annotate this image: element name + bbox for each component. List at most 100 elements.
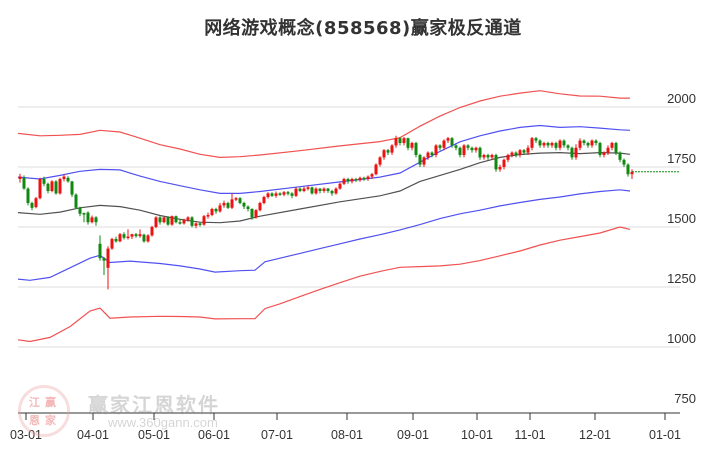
- candle-body: [602, 152, 606, 155]
- candle-body: [154, 217, 158, 227]
- candle-body: [578, 140, 582, 148]
- candle-body: [394, 138, 398, 146]
- candle-body: [446, 138, 450, 141]
- candle-body: [290, 193, 294, 196]
- candle-body: [34, 198, 38, 208]
- x-tick-label: 08-01: [331, 428, 363, 442]
- candle-body: [22, 177, 26, 189]
- candle-body: [162, 217, 166, 223]
- candle-body: [522, 150, 526, 153]
- candle-body: [82, 213, 86, 215]
- candle-body: [594, 140, 598, 143]
- candle-body: [614, 143, 618, 153]
- candle-body: [270, 193, 274, 196]
- candle-body: [558, 140, 562, 148]
- band-upper_outer: [17, 90, 630, 159]
- candle-body: [110, 239, 114, 249]
- candle-body: [74, 194, 78, 208]
- candle-body: [58, 179, 62, 194]
- candle-body: [210, 209, 214, 215]
- candle-body: [374, 164, 378, 175]
- candle-body: [274, 193, 278, 196]
- candle-body: [134, 234, 138, 237]
- candle-body: [222, 203, 226, 206]
- x-tick-label: 01-01: [649, 428, 681, 442]
- candle-body: [514, 152, 518, 155]
- candle-body: [330, 191, 334, 194]
- candle-body: [458, 147, 462, 155]
- band-lower_inner: [17, 189, 631, 281]
- y-tick-label: 1500: [667, 211, 696, 226]
- candle-body: [370, 174, 374, 177]
- x-tick-label: 06-01: [198, 428, 230, 442]
- candle-body: [454, 145, 458, 148]
- candle-body: [354, 179, 358, 181]
- candle-body: [302, 188, 306, 191]
- candle-body: [542, 143, 546, 146]
- candle-body: [502, 159, 506, 167]
- candle-body: [62, 176, 66, 179]
- candle-body: [474, 147, 478, 151]
- candle-body: [342, 179, 346, 184]
- candle-body: [46, 183, 50, 191]
- candle-body: [434, 145, 438, 155]
- candle-body: [538, 140, 542, 146]
- candle-body: [38, 179, 42, 199]
- candle-body: [262, 197, 266, 203]
- candle-body: [366, 176, 370, 179]
- candle-body: [278, 193, 282, 195]
- candle-body: [438, 145, 442, 148]
- candle-body: [86, 212, 90, 223]
- candle-body: [482, 155, 486, 158]
- candle-body: [462, 145, 466, 155]
- candle-body: [450, 138, 454, 146]
- candle-body: [362, 177, 366, 180]
- candle-body: [126, 236, 130, 239]
- x-tick-label: 12-01: [579, 428, 611, 442]
- candle-body: [182, 219, 186, 224]
- candle-body: [406, 138, 410, 148]
- candle-body: [246, 206, 250, 209]
- candle-body: [350, 179, 354, 182]
- candle-body: [382, 150, 386, 158]
- y-tick-label: 1000: [667, 331, 696, 346]
- candle-body: [234, 198, 238, 200]
- chart-title: 网络游戏概念(858568)赢家极反通道: [204, 18, 522, 39]
- candle-body: [138, 234, 142, 237]
- candle-body: [30, 203, 34, 208]
- candle-body: [430, 152, 434, 155]
- candle-body: [298, 188, 302, 191]
- y-tick-label: 2000: [667, 91, 696, 106]
- candle-body: [50, 181, 54, 191]
- candle-body: [426, 152, 430, 158]
- candlesticks: [18, 135, 634, 290]
- candle-body: [150, 227, 154, 236]
- candle-body: [18, 176, 22, 179]
- candle-body: [54, 181, 58, 194]
- candle-body: [386, 150, 390, 153]
- candle-body: [90, 217, 94, 223]
- candle-body: [466, 145, 470, 148]
- band-upper_inner: [17, 124, 631, 194]
- candle-body: [26, 188, 30, 203]
- candle-body: [250, 209, 254, 218]
- candle-body: [66, 177, 70, 182]
- candle-body: [606, 147, 610, 153]
- candle-body: [494, 155, 498, 170]
- candle-body: [198, 223, 202, 225]
- candle-body: [506, 155, 510, 160]
- x-axis: [18, 412, 680, 420]
- candle-body: [230, 199, 234, 208]
- candle-body: [194, 223, 198, 226]
- candle-body: [202, 216, 206, 225]
- candle-body: [530, 138, 534, 148]
- candle-body: [554, 143, 558, 148]
- candle-body: [498, 167, 502, 170]
- candle-body: [42, 179, 46, 184]
- candle-body: [142, 234, 146, 242]
- candle-body: [586, 143, 590, 146]
- x-tick-label: 10-01: [461, 428, 493, 442]
- candle-body: [566, 145, 570, 148]
- candle-body: [310, 187, 314, 194]
